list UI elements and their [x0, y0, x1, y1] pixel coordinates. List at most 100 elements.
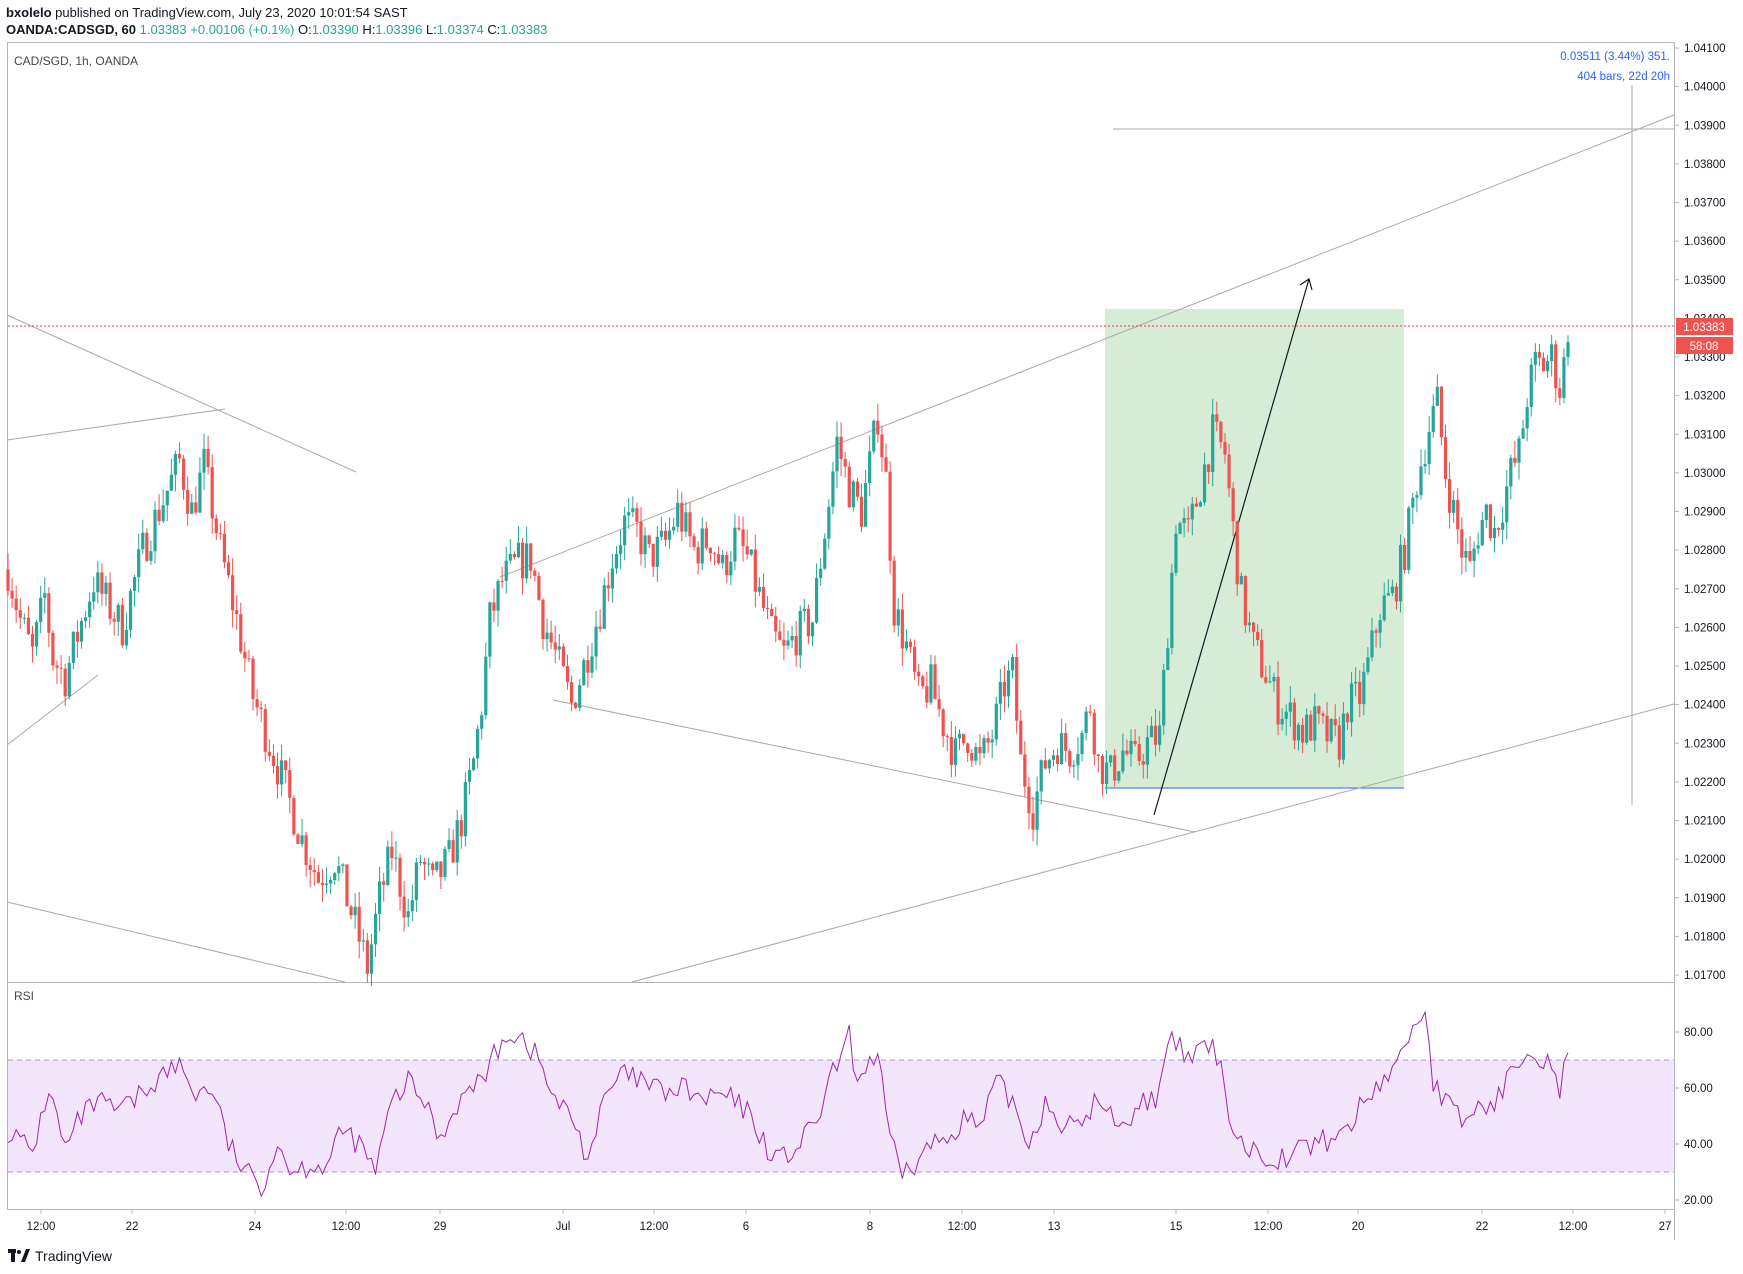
candle-body: [782, 639, 786, 646]
candle-body: [516, 542, 521, 558]
candle-body: [639, 521, 643, 555]
candle-body: [1509, 457, 1513, 487]
candle-body: [431, 863, 435, 871]
open-label: O:: [297, 22, 312, 37]
candle-body: [26, 617, 31, 634]
candle-body: [1239, 576, 1243, 585]
candle-body: [1064, 733, 1068, 751]
candlestick-series[interactable]: [6, 334, 1570, 987]
candle-body: [655, 536, 659, 567]
candle-body: [63, 668, 67, 697]
candle-body: [1023, 754, 1027, 787]
candle-body: [222, 533, 227, 563]
price-tick-label: 1.02400: [1684, 700, 1726, 712]
last-price: 1.03383: [139, 22, 187, 37]
symbol-label[interactable]: OANDA:CADSGD, 60: [6, 22, 137, 37]
candle-body: [496, 580, 500, 611]
chart-header: bxolelo published on TradingView.com, Ju…: [6, 4, 547, 38]
candle-body: [1370, 630, 1374, 658]
time-tick-label: 22: [126, 1221, 139, 1233]
candle-body: [1088, 711, 1092, 713]
candle-body: [917, 671, 921, 677]
candle-body: [157, 509, 161, 522]
candle-body: [22, 617, 26, 619]
candle-body: [1047, 759, 1051, 769]
tradingview-brand[interactable]: TradingView: [35, 1248, 113, 1264]
candle-body: [79, 620, 84, 642]
projection-arrow[interactable]: [1153, 278, 1313, 816]
candle-body: [1505, 486, 1509, 523]
candle-body: [1055, 755, 1060, 764]
candle-body: [586, 660, 590, 673]
candle-body: [1243, 576, 1247, 626]
candle-body: [970, 752, 974, 761]
candle-body: [966, 743, 970, 753]
candle-body: [320, 882, 325, 886]
candle-body: [847, 466, 851, 508]
candle-body: [770, 608, 774, 616]
time-tick-label: 22: [1476, 1221, 1489, 1233]
candle-body: [1158, 725, 1162, 745]
candle-body: [324, 883, 329, 886]
candle-body: [1035, 791, 1039, 830]
candle-body: [218, 533, 222, 535]
candle-body: [1113, 755, 1117, 781]
candle-body: [459, 820, 463, 837]
candle-body: [1447, 479, 1452, 513]
candle-body: [137, 549, 141, 578]
candle-body: [819, 568, 823, 579]
price-axis[interactable]: 1.04100 1.04000 1.03900 1.03800 1.03700 1.036…: [1674, 43, 1726, 982]
time-axis[interactable]: 12:00 22 24 12:00 29 Jul 12:00 6 8 12:00 13 15 12:00…: [27, 1209, 1672, 1233]
candle-body: [933, 664, 937, 700]
candle-body: [51, 632, 55, 666]
candle-body: [1149, 725, 1154, 738]
candle-body: [447, 840, 451, 849]
candle-body: [982, 738, 986, 754]
candle-body: [725, 554, 729, 576]
candle-body: [1039, 760, 1043, 792]
candle-body: [1341, 713, 1345, 760]
candle-body: [1545, 361, 1550, 372]
candle-body: [67, 663, 71, 697]
time-tick-label: Jul: [556, 1221, 571, 1233]
candle-body: [786, 640, 790, 646]
candle-body: [1309, 714, 1313, 741]
candle-body: [663, 530, 668, 540]
candle-body: [329, 880, 333, 884]
candle-body: [304, 835, 308, 866]
candle-body: [124, 629, 129, 646]
publisher-name[interactable]: bxolelo: [6, 5, 52, 20]
candle-body: [231, 575, 235, 611]
candle-body: [659, 530, 664, 537]
candle-body: [835, 436, 839, 472]
candle-body: [92, 592, 96, 602]
rsi-axis[interactable]: 80.00 60.00 40.00 20.00: [1674, 1027, 1713, 1207]
support-trend-line: [631, 703, 1675, 983]
candle-body: [1174, 533, 1178, 573]
trend-lines[interactable]: [6, 85, 1675, 983]
long-position-zone[interactable]: [1105, 309, 1404, 788]
candle-body: [733, 527, 737, 562]
candle-body: [647, 535, 651, 544]
time-tick-label: 12:00: [27, 1221, 56, 1233]
candle-body: [488, 602, 492, 657]
candle-body: [202, 448, 206, 473]
time-tick-label: 13: [1048, 1221, 1061, 1233]
candle-body: [1031, 813, 1035, 830]
candle-body: [529, 543, 533, 571]
candle-body: [484, 656, 488, 716]
chart-frame: [7, 42, 1675, 1210]
candle-body: [900, 609, 904, 649]
candle-body: [635, 508, 639, 522]
price-tick-label: 1.02700: [1684, 584, 1726, 596]
candle-body: [1190, 503, 1194, 520]
candle-body: [1558, 388, 1562, 398]
candle-body: [398, 857, 402, 897]
candle-body: [83, 617, 88, 621]
candle-body: [814, 578, 819, 623]
candle-body: [859, 496, 864, 527]
candle-body: [1060, 733, 1064, 764]
candle-body: [598, 626, 602, 629]
candle-body: [631, 508, 635, 513]
